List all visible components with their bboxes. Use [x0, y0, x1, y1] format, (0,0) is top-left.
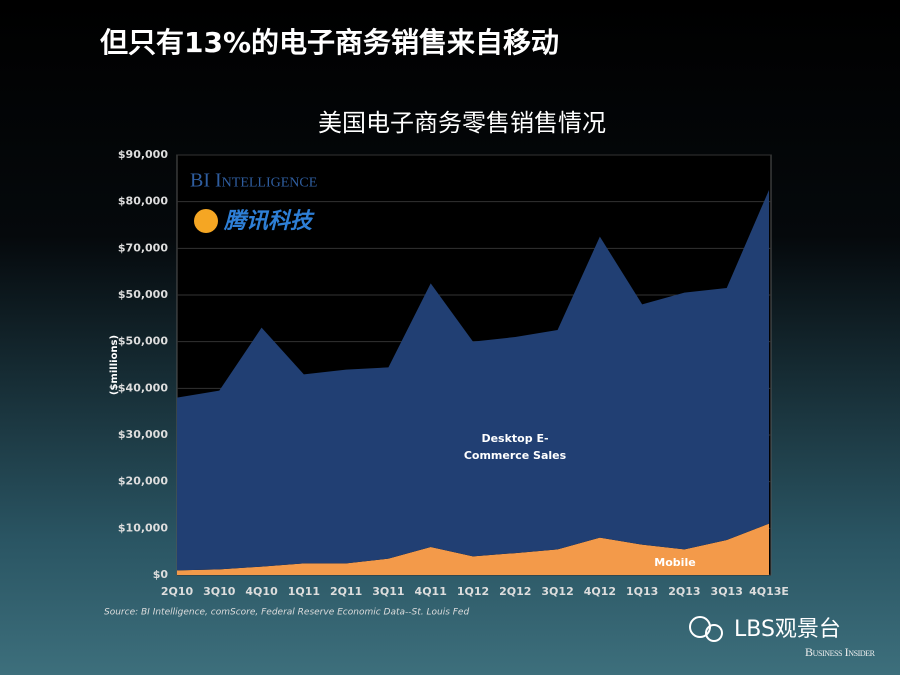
- x-tick-label: 2Q10: [161, 585, 194, 598]
- area: [177, 190, 769, 571]
- x-tick-label: 1Q11: [288, 585, 320, 598]
- page-title: 但只有13%的电子商务销售来自移动: [100, 26, 559, 59]
- y-tick-label: $10,000: [118, 521, 168, 534]
- x-tick-label: 3Q12: [541, 585, 573, 598]
- y-tick-label: $50,000: [118, 335, 168, 348]
- y-tick-label: $0: [153, 568, 169, 581]
- source: Source: BI Intelligence, comScore, Feder…: [104, 608, 469, 618]
- y-tick-label: $90,000: [118, 148, 168, 161]
- x-tick-label: 3Q10: [203, 585, 236, 598]
- y-tick-label: $70,000: [118, 241, 168, 254]
- x-tick-label: 1Q12: [457, 585, 489, 598]
- wechat-name: LBS观景台: [734, 617, 841, 642]
- x-tick-label: 3Q13: [711, 585, 743, 598]
- x-tick-label: 2Q12: [499, 585, 531, 598]
- y-tick-label: $40,000: [118, 381, 168, 394]
- x-tick-label: 4Q13E: [749, 585, 789, 598]
- area: [177, 523, 769, 575]
- x-tick-label: 4Q12: [584, 585, 616, 598]
- y-tick-label: $20,000: [118, 475, 168, 488]
- watermark: 腾讯科技: [223, 209, 315, 234]
- watermark: BI Intelligence: [190, 170, 317, 192]
- brand: Business Insider: [805, 645, 876, 659]
- y-tick-label: $50,000: [118, 288, 168, 301]
- x-tick-label: 3Q11: [372, 585, 404, 598]
- y-axis-label: ($millions): [109, 335, 120, 395]
- logo-icon: [194, 209, 218, 233]
- wechat-icon: [705, 624, 723, 642]
- x-tick-label: 2Q11: [330, 585, 362, 598]
- y-tick-label: $80,000: [118, 195, 168, 208]
- x-tick-label: 4Q11: [415, 585, 447, 598]
- y-tick-label: $30,000: [118, 428, 168, 441]
- x-tick-label: 4Q10: [245, 585, 278, 598]
- x-tick-label: 1Q13: [626, 585, 658, 598]
- series-label: Mobile: [654, 556, 696, 569]
- x-tick-label: 2Q13: [668, 585, 700, 598]
- chart-title: 美国电子商务零售销售情况: [318, 109, 606, 137]
- series-label: Desktop E-Commerce Sales: [463, 432, 567, 462]
